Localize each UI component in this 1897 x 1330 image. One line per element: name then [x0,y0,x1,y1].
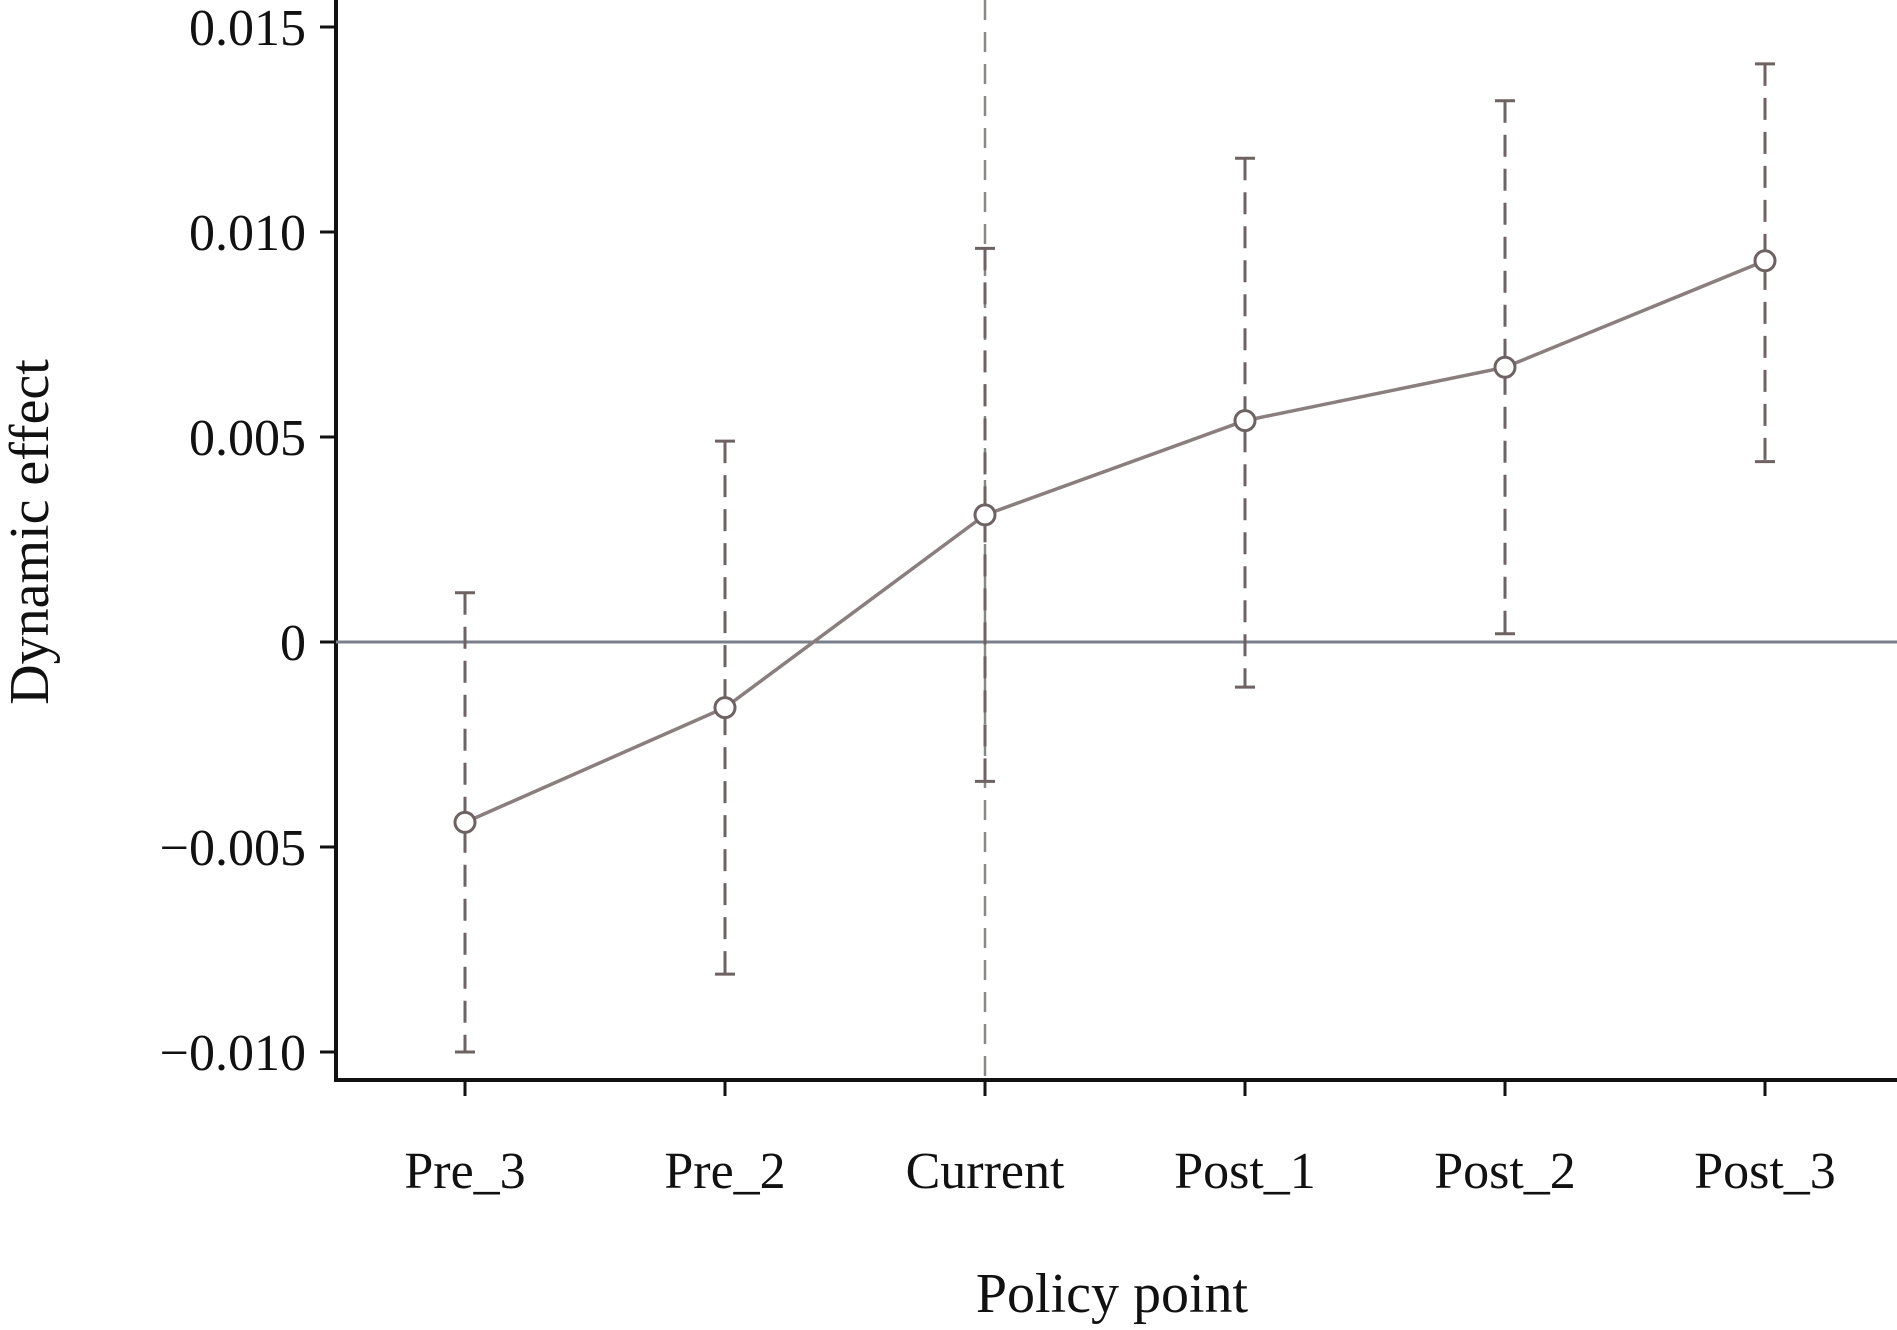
x-tick-label: Post_1 [1174,1143,1316,1200]
series-line [464,259,1766,825]
error-bar-Post_2 [1495,99,1515,636]
y-tick-label: −0.005 [160,820,306,877]
y-tick-label: 0 [280,615,306,672]
data-point-Pre_2 [713,696,737,720]
x-tick-label: Current [906,1143,1065,1200]
error-bar-Post_3 [1755,62,1775,464]
x-tick-label: Pre_2 [664,1143,785,1200]
data-point-Pre_3 [453,810,477,834]
x-tick-label: Post_3 [1694,1143,1836,1200]
error-bar-Current [975,246,995,783]
x-axis-title: Policy point [976,1263,1249,1325]
y-tick-label: 0.005 [189,410,306,467]
plot-frame [334,0,1897,1082]
data-point-Post_1 [1233,409,1257,433]
data-point-Post_2 [1493,355,1517,379]
y-tick-label: −0.010 [160,1025,306,1082]
error-bar-Pre_3 [455,591,475,1054]
x-tick-label: Pre_3 [404,1143,525,1200]
y-axis-title: Dynamic effect [0,359,61,705]
plot-area [334,0,1897,1082]
x-axis: Pre_3 Pre_2 Current Post_1 Post_2 Post_3 [404,1080,1836,1200]
x-tick-label: Post_2 [1434,1143,1576,1200]
error-bar-Pre_2 [715,439,735,976]
y-tick-label: 0.015 [189,0,306,57]
y-axis: 0.015 0.010 0.005 0 −0.005 −0.010 [160,0,336,1082]
data-point-Current [973,503,997,527]
y-tick-label: 0.010 [189,205,306,262]
error-bar-Post_1 [1235,156,1255,689]
data-point-Post_3 [1753,249,1777,273]
